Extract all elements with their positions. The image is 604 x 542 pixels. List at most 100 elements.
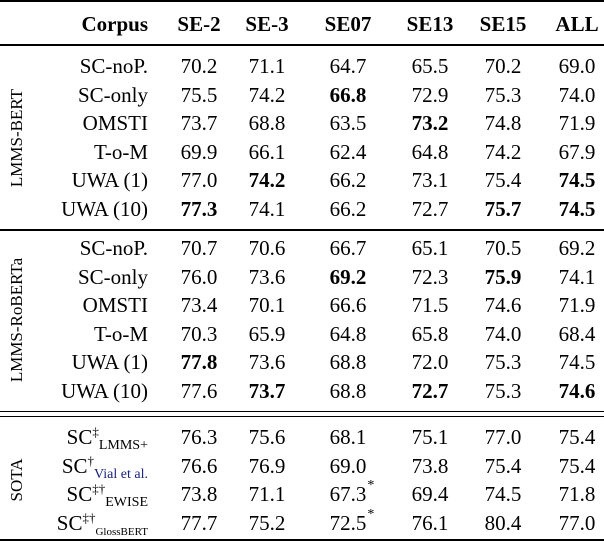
value-text: 70.5 (484, 236, 522, 260)
value-cell: 77.0 (159, 169, 239, 191)
value-text: 68.8 (248, 111, 286, 136)
method-label: OMSTI (83, 294, 148, 316)
value-text: 66.2 (329, 168, 367, 193)
value-cell: 70.3 (159, 323, 239, 345)
value-text: 69.4 (411, 482, 449, 507)
value-cell: 72.3 (390, 266, 470, 288)
value-text: 68.8 (329, 379, 367, 403)
value-text: 77.0 (484, 425, 522, 449)
value-cell: 71.8 (537, 483, 604, 505)
group-label: LMMS-BERT (7, 88, 26, 187)
value-text: 67.9 (558, 139, 596, 164)
value-text: 73.8 (411, 453, 449, 478)
value-cell: 65.5 (390, 55, 470, 77)
value-cell: 75.5 (159, 84, 239, 106)
bottom-rule (0, 539, 604, 541)
value-cell: 70.7 (159, 237, 239, 259)
value-text: 72.9 (411, 82, 449, 107)
method-label: SC‡†EWISE (66, 481, 148, 510)
method-name: SC-noP. (79, 54, 148, 78)
value-cell: 73.1 (390, 169, 470, 191)
method-name: SC-noP. (79, 236, 148, 260)
value-text: 75.3 (484, 350, 522, 375)
value-text: 73.7 (248, 379, 286, 403)
value-text: 74.5 (558, 168, 596, 193)
value-text: 75.9 (484, 264, 522, 289)
value-cell: 75.9 (463, 266, 543, 288)
value-text: 75.4 (484, 168, 522, 193)
value-text: 74.0 (484, 321, 522, 346)
method-label: UWA (10) (61, 198, 148, 220)
value-cell: 74.8 (463, 112, 543, 134)
value-cell: 69.0 (537, 55, 604, 77)
value-cell: 72.0 (390, 351, 470, 373)
value-text: 64.7 (329, 54, 367, 78)
value-text: 70.1 (248, 293, 286, 318)
value-cell: 68.8 (227, 112, 307, 134)
value-cell: 70.2 (159, 55, 239, 77)
value-cell: 73.8 (159, 483, 239, 505)
method-name: UWA (10) (61, 379, 148, 403)
value-cell: 74.6 (537, 380, 604, 402)
value-text: 68.8 (329, 350, 367, 375)
value-text: 72.7 (411, 379, 449, 403)
value-cell: 64.8 (308, 323, 388, 345)
method-superscript: † (87, 452, 95, 468)
method-name: SC (66, 482, 93, 507)
value-text: 71.9 (558, 111, 596, 136)
method-name: SC-only (77, 82, 148, 107)
value-text: 75.7 (484, 197, 522, 221)
value-text: 64.8 (411, 139, 449, 164)
value-text: 65.8 (411, 321, 449, 346)
value-cell: 74.0 (537, 84, 604, 106)
value-text: 76.9 (248, 453, 286, 478)
header-col: ALL (555, 12, 599, 36)
method-label: SC‡LMMS+ (67, 424, 148, 453)
value-text: 75.3 (484, 379, 522, 403)
value-cell: 70.5 (463, 237, 543, 259)
value-text: 74.5 (558, 350, 596, 375)
value-cell: 67.9 (537, 141, 604, 163)
asterisk-mark: * (367, 506, 375, 522)
value-cell: 74.1 (227, 198, 307, 220)
method-name: UWA (1) (71, 168, 148, 193)
value-cell: 70.6 (227, 237, 307, 259)
value-text: 74.5 (484, 482, 522, 507)
value-text: 66.2 (329, 197, 367, 221)
value-cell: 65.8 (390, 323, 470, 345)
value-cell: 66.6 (308, 294, 388, 316)
value-cell: 77.0 (537, 512, 604, 534)
value-text: 74.6 (484, 293, 522, 318)
value-cell: 69.2 (308, 266, 388, 288)
method-name: SC (61, 453, 88, 478)
value-cell: 76.9 (227, 455, 307, 477)
value-text: 73.6 (248, 350, 286, 375)
value-text: 76.1 (411, 510, 449, 535)
value-cell: 64.7 (308, 55, 388, 77)
value-text: 63.5 (329, 111, 367, 136)
value-text: 72.0 (411, 350, 449, 375)
value-text: 74.2 (484, 139, 522, 164)
value-text: 74.2 (248, 82, 286, 107)
value-cell: 73.2 (390, 112, 470, 134)
method-superscript: ‡† (82, 509, 96, 525)
value-text: 75.3 (484, 82, 522, 107)
value-cell: 70.1 (227, 294, 307, 316)
value-cell: 73.7 (159, 112, 239, 134)
value-cell: 73.7 (227, 380, 307, 402)
value-cell: 72.7 (390, 380, 470, 402)
value-cell: 72.7 (390, 198, 470, 220)
value-text: 71.9 (558, 293, 596, 318)
value-cell: 75.4 (463, 455, 543, 477)
value-text: 77.7 (180, 510, 218, 535)
method-label: T-o-M (94, 141, 148, 163)
method-label: SC-only (78, 266, 148, 288)
value-cell: 66.1 (227, 141, 307, 163)
value-cell: 73.4 (159, 294, 239, 316)
value-text: 74.1 (558, 264, 596, 289)
value-cell: 73.8 (390, 455, 470, 477)
header-corpus: Corpus (81, 12, 148, 36)
group-label: SOTA (7, 458, 26, 502)
header-col: SE-2 (177, 12, 221, 36)
value-cell: 77.0 (463, 426, 543, 448)
